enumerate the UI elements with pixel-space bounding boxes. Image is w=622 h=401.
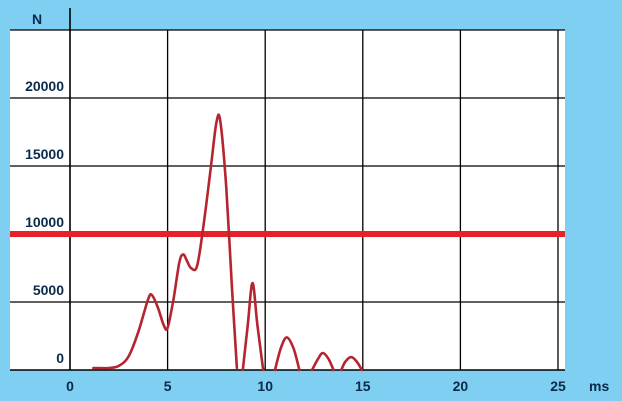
series-layer xyxy=(92,113,364,372)
y-tick-label: 20000 xyxy=(25,78,64,94)
labels: N ms 0 5 10 15 20 25 0 5000 10000 15000 20000 xyxy=(25,11,609,394)
x-tick-label: 5 xyxy=(164,378,172,394)
x-axis-label: ms xyxy=(589,378,609,394)
y-tick-label: 0 xyxy=(56,350,64,366)
series-line-segment-3 xyxy=(273,336,301,372)
x-tick-label: 10 xyxy=(257,378,273,394)
x-tick-label: 15 xyxy=(355,378,371,394)
series-line-segment-4 xyxy=(310,351,335,372)
y-tick-label: 15000 xyxy=(25,146,64,162)
y-tick-label: 10000 xyxy=(25,214,64,230)
plot-area xyxy=(10,30,565,370)
y-axis-label: N xyxy=(32,11,42,27)
x-tick-label: 25 xyxy=(550,378,566,394)
x-tick-label: 0 xyxy=(66,378,74,394)
axes xyxy=(10,8,565,371)
y-tick-label: 5000 xyxy=(33,282,64,298)
series-line-segment-5 xyxy=(340,355,364,372)
x-tick-label: 20 xyxy=(453,378,469,394)
series-line-segment-2 xyxy=(241,281,265,372)
series-line-segment-1 xyxy=(92,113,239,370)
